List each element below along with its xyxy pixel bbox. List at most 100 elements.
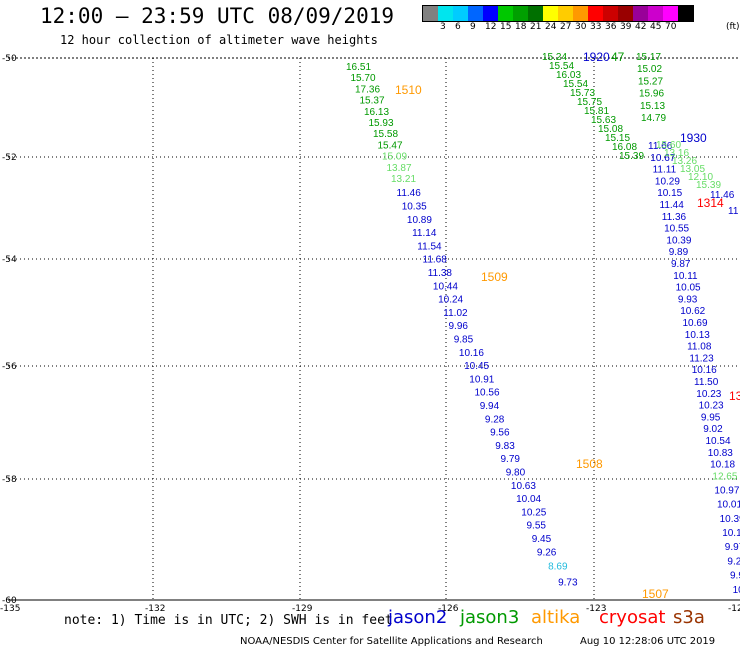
wave-height-label: 10.55 <box>664 224 689 235</box>
wave-height-label: 9.45 <box>532 534 552 545</box>
legend-swatch <box>678 6 693 21</box>
wave-height-label: 15.09 <box>382 152 407 163</box>
wave-height-label: 9.28 <box>485 414 505 425</box>
legend-tick-label: 12 <box>485 22 497 32</box>
wave-height-label: 16.03 <box>556 70 581 81</box>
legend-swatch <box>483 6 498 21</box>
sat-label-jason2: jason2 <box>388 607 448 628</box>
wave-height-label: 9.55 <box>527 521 547 532</box>
wave-height-label: 47 <box>611 50 625 64</box>
wave-height-label: 15.54 <box>563 79 588 90</box>
legend-tick-label: 6 <box>455 22 461 32</box>
wave-height-label: 11.46 <box>397 188 422 199</box>
wave-height-label: 11.38 <box>428 268 453 279</box>
legend-tick-label: 9 <box>470 22 476 32</box>
wave-height-label: 9.20 <box>727 556 740 567</box>
wave-height-label: 16.51 <box>346 62 371 73</box>
wave-height-label: 9.80 <box>506 468 526 479</box>
wave-height-label: 9.94 <box>480 401 500 412</box>
latitude-label: -58 <box>2 475 17 485</box>
pass-time-label: 13 <box>729 389 740 403</box>
wave-height-label: 9.73 <box>558 578 578 589</box>
wave-height-label: 15.27 <box>638 76 663 87</box>
wave-height-label: 11 <box>728 206 739 217</box>
wave-height-label: 10.04 <box>516 494 541 505</box>
wave-height-label: 10.35 <box>402 202 427 213</box>
wave-height-label: 10.69 <box>683 318 708 329</box>
wave-height-label: 15.81 <box>584 106 609 117</box>
legend-swatch <box>573 6 588 21</box>
wave-height-label: 15.96 <box>639 89 664 100</box>
wave-height-label: 17.36 <box>355 84 380 95</box>
wave-height-label: 15.08 <box>598 124 623 135</box>
pass-time-label: 1510 <box>395 83 422 97</box>
longitude-label: -126 <box>438 604 459 614</box>
sat-label-cryosat: cryosat <box>599 607 666 628</box>
wave-height-label: 14.79 <box>641 113 666 124</box>
wave-height-label: 11.36 <box>662 212 687 223</box>
wave-height-label: 15.37 <box>360 96 385 107</box>
wave-height-label: 15.13 <box>640 101 665 112</box>
wave-height-label: 9.97 <box>725 542 740 553</box>
legend-swatch <box>423 6 438 21</box>
wave-height-label: 15.24 <box>542 52 567 63</box>
legend-tick-label: 39 <box>620 22 632 32</box>
wave-height-label: 11.66 <box>648 141 673 152</box>
wave-height-label: 12.10 <box>688 172 713 183</box>
wave-height-label: 10.63 <box>511 481 536 492</box>
wave-height-label: 9.87 <box>671 259 691 270</box>
page-subtitle: 12 hour collection of altimeter wave hei… <box>60 33 378 47</box>
legend-tick-label: 45 <box>650 22 662 32</box>
wave-height-label: 10.16 <box>459 348 484 359</box>
wave-height-label: 11.14 <box>412 228 437 239</box>
wave-height-label: 10.05 <box>676 283 701 294</box>
legend-swatch <box>438 6 453 21</box>
wave-height-label: 10.24 <box>438 295 463 306</box>
wave-height-label: 10.67 <box>650 153 675 164</box>
legend-swatch <box>558 6 573 21</box>
wave-height-label: 9.89 <box>669 247 689 258</box>
sat-label-altika: altika <box>531 607 581 628</box>
wave-height-label: 15.02 <box>637 64 662 75</box>
wave-height-label: 13.21 <box>391 174 416 185</box>
latitude-label: -60 <box>2 596 17 606</box>
wave-height-label: 9.93 <box>678 294 698 305</box>
pass-time-label: 1509 <box>481 270 508 284</box>
legend-unit: (ft) <box>726 22 740 32</box>
wave-height-label: 10.97 <box>714 485 739 496</box>
legend-swatch <box>468 6 483 21</box>
wave-height-label: 15.39 <box>696 180 721 191</box>
longitude-label: -120 <box>728 604 740 614</box>
wave-height-label: 10.13 <box>685 330 710 341</box>
legend-tick-label: 42 <box>635 22 647 32</box>
color-scale-labels: 3 6 9 12 15 18 21 24 27 30 33 36 39 42 45 70 (ft) <box>422 22 740 34</box>
wave-height-label: 11.23 <box>689 353 714 364</box>
legend-tick-label: 27 <box>560 22 572 32</box>
wave-height-label: 13.87 <box>387 163 412 174</box>
wave-height-label: 15.47 <box>378 140 403 151</box>
legend-tick-label: 24 <box>545 22 557 32</box>
wave-height-label: 9.79 <box>501 454 521 465</box>
latitude-label: -56 <box>2 362 17 372</box>
legend-tick-label: 33 <box>590 22 602 32</box>
wave-height-label: 10.45 <box>464 361 489 372</box>
wave-height-label: 11.46 <box>710 190 735 201</box>
wave-height-label: 13.05 <box>680 164 705 175</box>
legend-swatch <box>453 6 468 21</box>
legend-tick-label: 30 <box>575 22 587 32</box>
wave-height-label: 10.39 <box>666 235 691 246</box>
legend-swatch <box>498 6 513 21</box>
latitude-label: -50 <box>2 54 17 64</box>
wave-height-label: 10.15 <box>722 528 740 539</box>
legend-swatch <box>603 6 618 21</box>
legend-swatch <box>588 6 603 21</box>
legend-swatch <box>618 6 633 21</box>
wave-height-label: 15.60 <box>656 140 681 151</box>
wave-height-label: 12.65 <box>712 471 737 482</box>
latitude-label: -54 <box>2 255 17 265</box>
longitude-label: -135 <box>0 604 20 614</box>
longitude-label: -123 <box>586 604 606 614</box>
wave-height-label: 10.11 <box>673 271 698 282</box>
wave-height-label: 10.16 <box>692 365 717 376</box>
